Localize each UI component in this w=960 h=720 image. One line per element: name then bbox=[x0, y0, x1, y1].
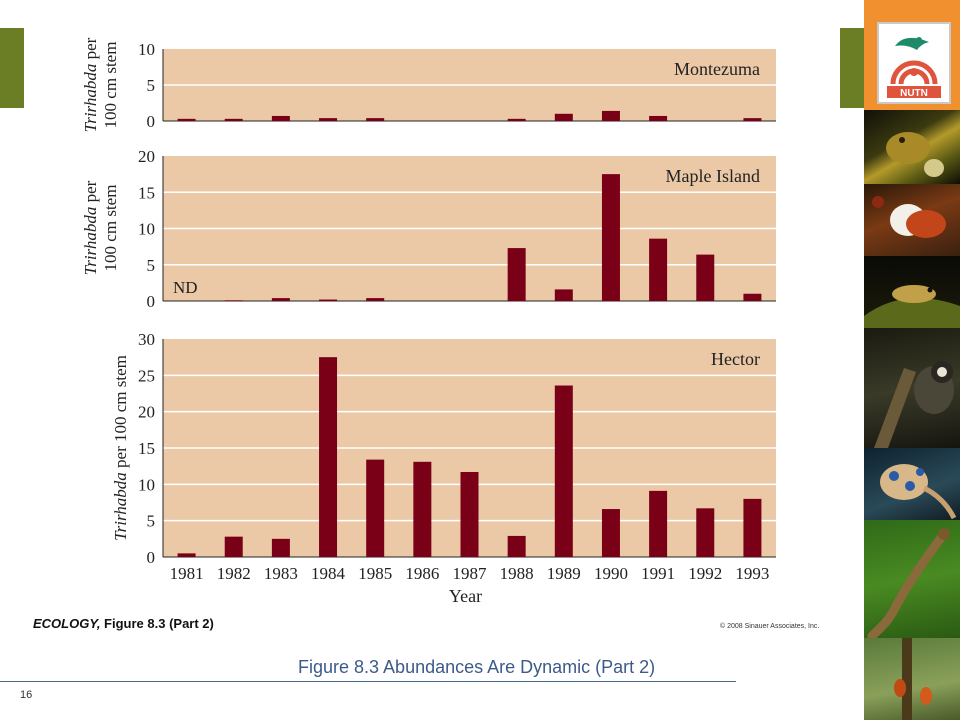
bar-1986 bbox=[413, 461, 432, 557]
bar-1983 bbox=[271, 538, 290, 557]
bar-1988 bbox=[507, 118, 526, 121]
bar-1988 bbox=[507, 248, 526, 301]
x-tick-label: 1987 bbox=[453, 564, 488, 583]
x-tick-label: 1984 bbox=[311, 564, 346, 583]
y-axis-label-line: Trirhabda per 100 cm stem bbox=[111, 355, 130, 541]
y-tick-label: 15 bbox=[138, 183, 155, 202]
y-tick-label: 15 bbox=[138, 439, 155, 458]
x-axis-label: Year bbox=[449, 586, 482, 606]
image-sidebar: NUTN bbox=[864, 0, 960, 720]
bar-1982 bbox=[224, 118, 243, 121]
y-tick-label: 0 bbox=[147, 292, 156, 311]
y-tick-label: 10 bbox=[138, 40, 155, 59]
x-tick-label: 1990 bbox=[594, 564, 628, 583]
bar-1989 bbox=[554, 113, 573, 121]
left-accent-tab bbox=[0, 28, 24, 108]
bar-1985 bbox=[366, 118, 385, 121]
y-tick-label: 30 bbox=[138, 330, 155, 349]
bar-1992 bbox=[696, 508, 715, 557]
y-axis-label: Trirhabda per 100 cm stem bbox=[111, 355, 130, 541]
bar-1984 bbox=[319, 299, 338, 301]
bar-1985 bbox=[366, 298, 385, 301]
panel-title: Montezuma bbox=[674, 59, 760, 79]
octopus-photo bbox=[864, 448, 960, 520]
y-tick-label: 25 bbox=[138, 366, 155, 385]
frog-photo bbox=[864, 110, 960, 184]
y-axis-label: Trirhabda per 100 cm stem bbox=[81, 37, 120, 132]
bar-1990 bbox=[601, 509, 620, 557]
no-data-annotation: ND bbox=[173, 278, 198, 297]
salamander-photo bbox=[864, 520, 960, 638]
x-tick-label: 1986 bbox=[405, 564, 439, 583]
bar-1991 bbox=[649, 490, 668, 557]
bar-1982 bbox=[224, 300, 243, 301]
bar-1992 bbox=[696, 254, 715, 301]
bar-1982 bbox=[224, 536, 243, 557]
bar-1989 bbox=[554, 385, 573, 557]
y-axis-label: Trirhabda per 100 cm stem bbox=[81, 180, 120, 275]
caption-divider bbox=[0, 681, 736, 682]
bar-1991 bbox=[649, 115, 668, 121]
panel-title: Hector bbox=[711, 349, 760, 369]
y-tick-label: 20 bbox=[138, 147, 155, 166]
y-tick-label: 5 bbox=[147, 256, 156, 275]
x-tick-label: 1981 bbox=[170, 564, 204, 583]
bar-1983 bbox=[271, 298, 290, 301]
right-accent-tab bbox=[840, 28, 864, 108]
y-tick-label: 5 bbox=[147, 512, 156, 531]
bar-1991 bbox=[649, 238, 668, 301]
x-tick-label: 1992 bbox=[688, 564, 722, 583]
page-number: 16 bbox=[20, 689, 33, 701]
y-tick-label: 10 bbox=[138, 475, 155, 494]
y-tick-label: 0 bbox=[147, 112, 156, 131]
bar-1993 bbox=[743, 498, 762, 557]
bar-1993 bbox=[743, 118, 762, 121]
bar-1981 bbox=[177, 118, 196, 121]
x-tick-label: 1983 bbox=[264, 564, 298, 583]
x-tick-label: 1989 bbox=[547, 564, 581, 583]
logo-panel: NUTN bbox=[864, 0, 960, 110]
y-axis-label-line: 100 cm stem bbox=[101, 185, 120, 272]
nutn-logo: NUTN bbox=[877, 22, 951, 104]
marmoset-photo bbox=[864, 328, 960, 448]
bar-1984 bbox=[319, 357, 338, 557]
y-tick-label: 0 bbox=[147, 548, 156, 567]
bar-1989 bbox=[554, 289, 573, 301]
y-tick-label: 5 bbox=[147, 76, 156, 95]
bar-1981 bbox=[177, 553, 196, 557]
bar-1990 bbox=[601, 110, 620, 121]
slide-caption: Figure 8.3 Abundances Are Dynamic (Part … bbox=[298, 657, 656, 677]
bar-1993 bbox=[743, 293, 762, 301]
bar-1988 bbox=[507, 535, 526, 557]
bar-1987 bbox=[460, 471, 479, 557]
x-tick-label: 1988 bbox=[500, 564, 534, 583]
y-axis-label-line: Trirhabda per bbox=[81, 180, 100, 275]
panel-title: Maple Island bbox=[666, 166, 760, 186]
y-tick-label: 10 bbox=[138, 220, 155, 239]
x-tick-label: 1982 bbox=[217, 564, 251, 583]
book-label: ECOLOGY, Figure 8.3 (Part 2) bbox=[33, 616, 214, 631]
svg-text:NUTN: NUTN bbox=[900, 88, 928, 99]
x-tick-label: 1993 bbox=[735, 564, 769, 583]
x-tick-label: 1985 bbox=[358, 564, 392, 583]
frog-on-leaf-photo bbox=[864, 256, 960, 328]
bar-1985 bbox=[366, 459, 385, 557]
bar-1983 bbox=[271, 115, 290, 121]
y-axis-label-line: Trirhabda per bbox=[81, 37, 100, 132]
bar-1990 bbox=[601, 174, 620, 301]
x-tick-label: 1991 bbox=[641, 564, 675, 583]
frog-vocal-sac-photo bbox=[864, 184, 960, 256]
y-tick-label: 20 bbox=[138, 403, 155, 422]
bar-1984 bbox=[319, 118, 338, 121]
insects-photo bbox=[864, 638, 960, 720]
y-axis-label-line: 100 cm stem bbox=[101, 42, 120, 129]
copyright-notice: © 2008 Sinauer Associates, Inc. bbox=[720, 623, 820, 630]
